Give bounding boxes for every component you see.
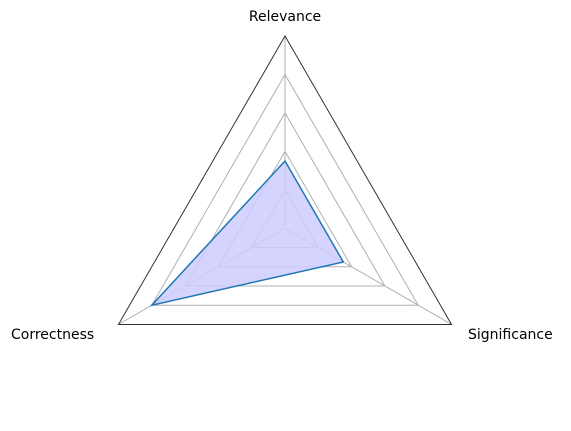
grid-ring-3 bbox=[184, 111, 386, 287]
axis-label-correctness: Correctness bbox=[11, 327, 95, 343]
axis-label-relevance: Relevance bbox=[248, 9, 322, 25]
outer-frame bbox=[117, 35, 453, 325]
grid-ring-4 bbox=[150, 73, 420, 306]
axis-label-significance: Significance bbox=[468, 327, 553, 343]
series-1-fill bbox=[151, 161, 344, 306]
series-1-line bbox=[149, 159, 345, 307]
